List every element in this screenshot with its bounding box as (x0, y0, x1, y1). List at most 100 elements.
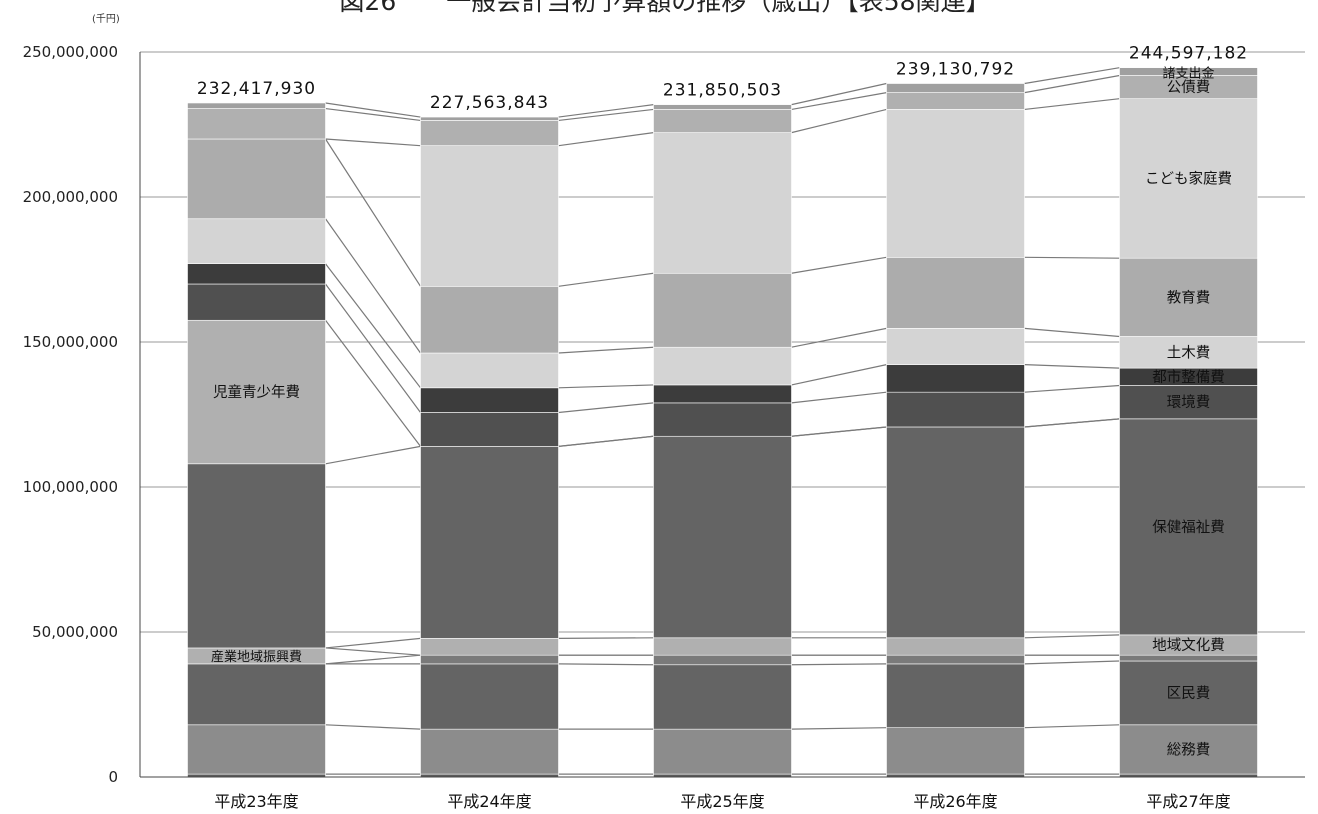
connector-line (791, 256, 887, 274)
bar-segment (187, 102, 326, 109)
connector-line (325, 637, 421, 649)
bar-segment (420, 145, 559, 287)
connector-line (325, 647, 421, 656)
bar-segment (187, 108, 326, 140)
bar-total-label: 244,597,182 (1129, 44, 1248, 64)
bar-segment (420, 663, 559, 730)
connector-line (325, 263, 421, 389)
bar-segment (1119, 98, 1258, 259)
bar-total-label: 232,417,930 (197, 79, 316, 99)
bar-segment (653, 132, 792, 274)
bar-segment (1119, 418, 1258, 636)
connector-line (791, 92, 887, 111)
bar-segment (420, 387, 559, 413)
connector-line (325, 283, 421, 413)
bar-segment (420, 116, 559, 121)
bar-segment (420, 638, 559, 656)
connector-line (558, 663, 654, 666)
connector-line (1024, 67, 1120, 85)
bar-totals: 232,417,930 227,563,843 231,850,503 239,130… (197, 44, 1248, 113)
connector-line (1024, 634, 1120, 639)
bar-segment (886, 328, 1025, 365)
bar-segment (886, 426, 1025, 639)
x-tick-label: 平成23年度 (214, 792, 298, 811)
connector-line (791, 108, 887, 134)
bar-segment (1119, 660, 1258, 726)
connector-line (1024, 660, 1120, 665)
connector-line (325, 319, 421, 447)
segment-label: 総務費 (1167, 741, 1211, 758)
segment-label: 土木費 (1167, 344, 1211, 361)
segment-label: 産業地域振興費 (211, 649, 302, 665)
y-tick-label: 100,000,000 (23, 478, 118, 496)
bar-segment (420, 446, 559, 639)
y-axis-ticks: 0 50,000,000 100,000,000 150,000,000 200,000… (23, 43, 118, 786)
connector-line (558, 435, 654, 447)
connector-line (558, 104, 654, 118)
bar-segment (653, 637, 792, 656)
connector-line (791, 426, 887, 437)
bar-segment (886, 257, 1025, 329)
bar-segment (886, 727, 1025, 775)
connector-lines (324, 67, 1120, 775)
bar-segment (187, 283, 326, 321)
y-tick-label: 250,000,000 (23, 43, 118, 61)
segment-label: 地域文化費 (1152, 637, 1225, 654)
connector-line (791, 364, 887, 386)
y-tick-label: 200,000,000 (23, 188, 118, 206)
connector-line (325, 445, 421, 465)
segment-label: 児童青少年費 (213, 383, 300, 401)
bar-segment (653, 104, 792, 110)
bar-segment (187, 724, 326, 775)
bar-segment (653, 109, 792, 133)
bar-segment (420, 352, 559, 389)
bar-segment (187, 263, 326, 285)
connector-line (324, 138, 422, 287)
x-axis-ticks: 平成23年度 平成24年度 平成25年度 平成26年度 平成27年度 (214, 792, 1230, 811)
connector-line (1024, 364, 1120, 369)
bar-total-label: 227,563,843 (430, 93, 549, 113)
bar-segment (420, 728, 559, 775)
segment-label: 教育費 (1167, 289, 1211, 306)
bar-segment (886, 654, 1025, 665)
connector-line (558, 384, 654, 389)
connector-line (558, 402, 654, 414)
bar-segment (1119, 654, 1258, 662)
bar-segment (653, 728, 792, 775)
bar-segment (420, 286, 559, 354)
connector-line (558, 637, 654, 639)
bar-segment (1119, 67, 1258, 76)
bar-segment (886, 364, 1025, 393)
bar-segment (1119, 724, 1258, 775)
connector-line (1024, 74, 1120, 94)
connector-line (325, 138, 421, 147)
connector-line (325, 218, 421, 354)
connector-line (1024, 384, 1120, 393)
bar-segment (1119, 385, 1258, 420)
connector-line (791, 727, 887, 730)
segment-label: 保健福祉費 (1152, 519, 1225, 536)
bar-segment (653, 346, 792, 386)
bar-segment (886, 391, 1025, 428)
connector-line (558, 272, 654, 287)
bar-segment (420, 412, 559, 447)
bar-segment (187, 319, 326, 465)
y-tick-label: 50,000,000 (32, 623, 118, 641)
segment-label: 環境費 (1167, 393, 1211, 411)
bar-segment (187, 138, 326, 220)
connector-line (558, 346, 654, 354)
bar-segment (187, 663, 326, 726)
bar-total-label: 231,850,503 (663, 81, 782, 101)
bar-segment (187, 463, 326, 649)
bar-segment (653, 435, 792, 639)
segment-label: 諸支出金 (1162, 66, 1214, 82)
connector-line (791, 663, 887, 666)
unit-label: (千円) (92, 13, 120, 25)
segment-label: 区民費 (1167, 685, 1211, 702)
connector-line (558, 108, 654, 122)
x-tick-label: 平成24年度 (447, 792, 531, 811)
connector-line (1024, 724, 1120, 729)
bar-segment (886, 92, 1025, 110)
bar-segment (187, 218, 326, 265)
